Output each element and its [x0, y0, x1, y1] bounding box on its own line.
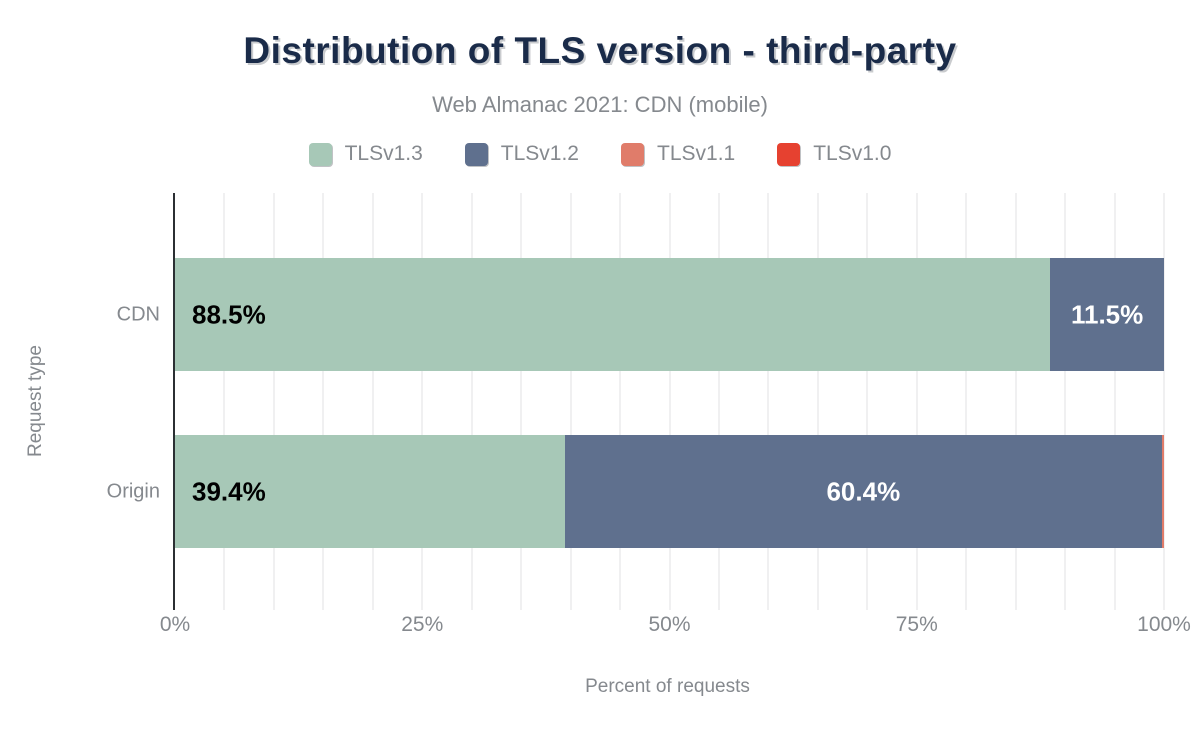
- legend-swatch-icon: [777, 142, 801, 166]
- x-tick-label-0: 0%: [159, 613, 191, 636]
- legend-swatch-icon: [464, 142, 488, 166]
- legend-item-tlsv10[interactable]: TLSv1.0: [777, 142, 891, 166]
- chart-subtitle: Web Almanac 2021: CDN (mobile): [432, 92, 768, 117]
- bar-segment-origin-tlsv12[interactable]: 60.4%: [564, 435, 1162, 548]
- legend-label: TLSv1.1: [657, 142, 736, 165]
- y-axis-title: Request type: [25, 345, 46, 457]
- x-tick-label-50: 50%: [648, 613, 691, 636]
- x-axis-title: Percent of requests: [585, 676, 750, 697]
- chart-title: Distribution of TLS version - third-part…: [243, 30, 957, 71]
- bar-segment-cdn-tlsv12[interactable]: 11.5%: [1050, 258, 1164, 371]
- data-label: 88.5%: [192, 299, 266, 329]
- legend-item-tlsv12[interactable]: TLSv1.2: [464, 142, 579, 166]
- legend-label: TLSv1.2: [500, 142, 579, 165]
- legend-label: TLSv1.3: [344, 142, 423, 165]
- data-label: 39.4%: [192, 476, 266, 506]
- bar-segment-origin-tlsv11[interactable]: [1162, 435, 1164, 548]
- legend-swatch-icon: [308, 142, 332, 166]
- bar-row-cdn: CDN 88.5% 11.5%: [117, 258, 1164, 371]
- plot-area: CDN 88.5% 11.5% Origin 39.4% 60.4% 0% 25% 50% 75%…: [107, 193, 1191, 636]
- legend-item-tlsv13[interactable]: TLSv1.3: [308, 142, 423, 166]
- x-tick-label-75: 75%: [895, 613, 938, 636]
- data-label: 11.5%: [1070, 299, 1144, 329]
- category-label-origin: Origin: [106, 480, 160, 502]
- data-label: 60.4%: [826, 476, 901, 506]
- legend: TLSv1.3 TLSv1.2 TLSv1.1 TLSv1.0: [0, 142, 1200, 166]
- bar-row-origin: Origin 39.4% 60.4%: [107, 435, 1164, 548]
- legend-item-tlsv11[interactable]: TLSv1.1: [621, 142, 735, 166]
- legend-label: TLSv1.0: [813, 142, 892, 165]
- x-tick-label-25: 25%: [401, 613, 444, 636]
- category-label-cdn: CDN: [116, 303, 160, 325]
- x-tick-label-100: 100%: [1137, 613, 1191, 636]
- bar-segment-origin-tlsv13[interactable]: 39.4%: [175, 435, 565, 548]
- bar-segment-cdn-tlsv13[interactable]: 88.5%: [175, 258, 1051, 371]
- legend-swatch-icon: [621, 142, 644, 166]
